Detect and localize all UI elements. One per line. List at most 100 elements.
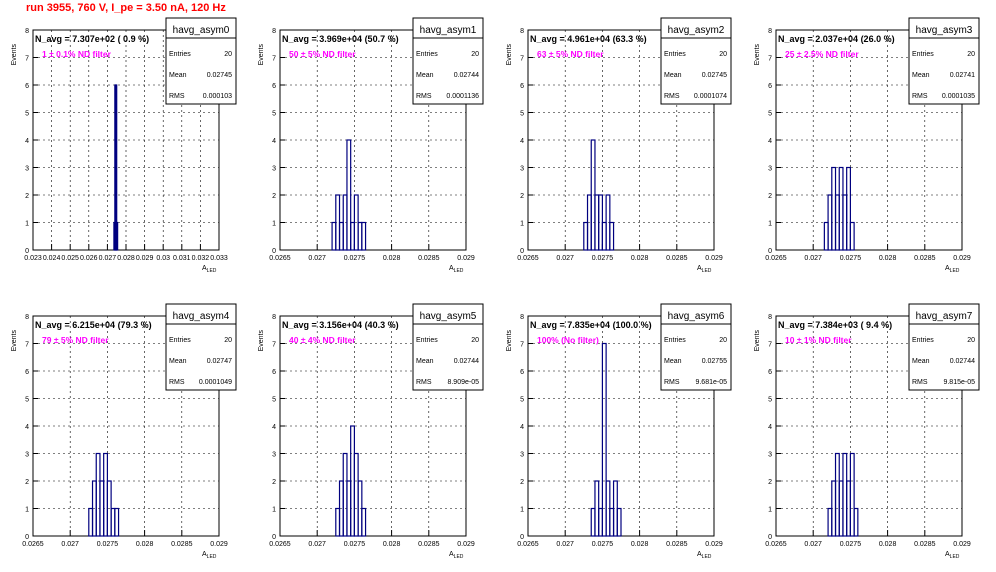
y-tick-label: 6 — [520, 83, 524, 90]
y-tick-label: 4 — [768, 138, 772, 145]
y-axis-label: Events — [258, 330, 265, 352]
stats-box — [412, 37, 484, 105]
stats-value: 20 — [967, 337, 975, 344]
stats-value: 9.681e-05 — [695, 379, 727, 386]
x-axis-label-subscript: LED — [454, 268, 464, 274]
navg-label: N_avg = 6.215e+04 (79.3 %) — [35, 320, 152, 330]
y-tick-label: 0 — [768, 534, 772, 541]
x-tick-label: 0.0265 — [517, 541, 539, 548]
stats-value: 20 — [719, 337, 727, 344]
panel-havg_asym4: 0 1 2 3 4 5 6 7 8 0.0265 0.027 0.0275 0.028 0.0285 0.0… — [11, 303, 237, 560]
stats-value: 0.02745 — [702, 72, 727, 79]
stats-label: RMS — [664, 379, 680, 386]
stats-value: 0.0001035 — [942, 93, 975, 100]
stats-label: RMS — [416, 93, 432, 100]
y-tick-label: 6 — [25, 369, 29, 376]
stats-label: Mean — [664, 358, 682, 365]
x-axis-label: ALED — [697, 265, 712, 274]
x-axis-label: ALED — [449, 265, 464, 274]
histogram-name: havg_asym7 — [916, 311, 973, 322]
navg-label: N_avg = 4.961e+04 (63.3 %) — [530, 34, 647, 44]
y-tick-label: 4 — [272, 138, 276, 145]
histogram-bin — [116, 221, 119, 251]
x-tick-label: 0.0275 — [97, 541, 119, 548]
filter-label: 50 ± 5% ND filter — [289, 49, 356, 59]
histogram-name: havg_asym5 — [420, 311, 477, 322]
y-tick-label: 0 — [520, 248, 524, 255]
navg-label: N_avg = 2.037e+04 (26.0 %) — [778, 34, 895, 44]
x-tick-label: 0.028 — [879, 255, 897, 262]
x-tick-label: 0.0265 — [765, 255, 787, 262]
x-tick-label: 0.027 — [556, 541, 574, 548]
x-tick-label: 0.0285 — [666, 255, 688, 262]
panel-havg_asym1: 0 1 2 3 4 5 6 7 8 0.0265 0.027 0.0275 0.028 0.0285 0.0… — [258, 17, 484, 274]
x-tick-label: 0.028 — [631, 541, 649, 548]
y-tick-label: 8 — [520, 28, 524, 35]
navg-label: N_avg = 7.384e+03 ( 9.4 %) — [778, 320, 892, 330]
x-tick-label: 0.027 — [61, 541, 79, 548]
y-tick-label: 8 — [25, 28, 29, 35]
x-tick-label: 0.029 — [953, 255, 971, 262]
histogram-bin — [609, 221, 615, 251]
filter-label: 79 ± 5% ND filter — [42, 335, 109, 345]
navg-label: N_avg = 3.156e+04 (40.3 %) — [282, 320, 399, 330]
stats-label: Entries — [664, 337, 686, 344]
y-tick-label: 5 — [768, 397, 772, 404]
stats-value: 0.02744 — [454, 72, 479, 79]
x-axis-label: ALED — [697, 551, 712, 560]
x-tick-label: 0.0285 — [914, 541, 936, 548]
histogram-bin — [849, 452, 855, 537]
y-tick-label: 1 — [520, 507, 524, 514]
x-tick-label: 0.0275 — [344, 541, 366, 548]
stats-value: 20 — [224, 51, 232, 58]
y-tick-label: 3 — [272, 452, 276, 459]
histogram-name: havg_asym2 — [668, 25, 725, 36]
y-tick-label: 4 — [768, 424, 772, 431]
histogram-bin — [846, 166, 851, 251]
x-tick-label: 0.027 — [99, 255, 117, 262]
y-tick-label: 6 — [272, 83, 276, 90]
stats-box — [412, 323, 484, 391]
panel-havg_asym5: 0 1 2 3 4 5 6 7 8 0.0265 0.027 0.0275 0.028 0.0285 0.0… — [258, 303, 484, 560]
y-tick-label: 1 — [272, 507, 276, 514]
x-tick-label: 0.027 — [804, 255, 822, 262]
stats-value: 20 — [967, 51, 975, 58]
filter-label: 10 ± 1% ND filter — [785, 335, 852, 345]
x-tick-label: 0.029 — [136, 255, 154, 262]
y-tick-label: 3 — [768, 452, 772, 459]
histogram-name: havg_asym4 — [173, 311, 230, 322]
x-tick-label: 0.028 — [383, 255, 401, 262]
panel-havg_asym7: 0 1 2 3 4 5 6 7 8 0.0265 0.027 0.0275 0.028 0.0285 0.0… — [754, 303, 980, 560]
histogram-bin — [361, 221, 367, 251]
x-tick-label: 0.0275 — [344, 255, 366, 262]
y-tick-label: 4 — [25, 424, 29, 431]
y-tick-label: 7 — [272, 56, 276, 63]
x-tick-label: 0.028 — [879, 541, 897, 548]
y-tick-label: 2 — [272, 479, 276, 486]
x-tick-label: 0.0285 — [418, 255, 440, 262]
histogram-bin — [346, 139, 352, 251]
filter-label: 25 ± 2.5% ND filter — [785, 49, 859, 59]
stats-label: RMS — [912, 379, 928, 386]
histogram-bin — [853, 507, 859, 537]
x-tick-label: 0.0265 — [517, 255, 539, 262]
y-tick-label: 7 — [768, 56, 772, 63]
stats-value: 0.02744 — [950, 358, 975, 365]
x-tick-label: 0.027 — [308, 541, 326, 548]
x-tick-label: 0.0275 — [592, 541, 614, 548]
y-tick-label: 3 — [520, 166, 524, 173]
stats-label: Mean — [664, 72, 682, 79]
x-tick-label: 0.0275 — [592, 255, 614, 262]
y-tick-label: 0 — [520, 534, 524, 541]
filter-label: 100% (No filter) — [537, 335, 599, 345]
y-tick-label: 4 — [520, 424, 524, 431]
stats-label: Mean — [169, 72, 187, 79]
x-tick-label: 0.025 — [61, 255, 79, 262]
y-tick-label: 4 — [272, 424, 276, 431]
y-tick-label: 2 — [25, 193, 29, 200]
panel-havg_asym3: 0 1 2 3 4 5 6 7 8 0.0265 0.027 0.0275 0.028 0.0285 0.0… — [754, 17, 980, 274]
y-tick-label: 7 — [520, 56, 524, 63]
y-tick-label: 3 — [25, 452, 29, 459]
stats-box — [165, 323, 237, 391]
histogram-name: havg_asym6 — [668, 311, 725, 322]
